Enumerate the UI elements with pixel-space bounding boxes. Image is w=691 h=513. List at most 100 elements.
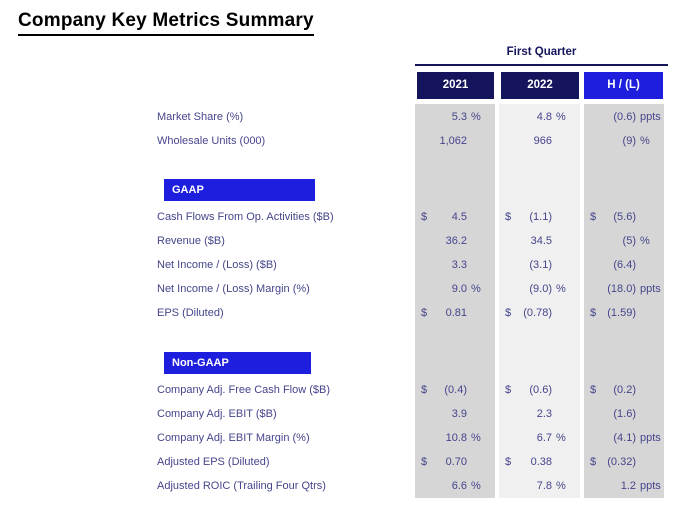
cell-value: (6.4) bbox=[613, 259, 636, 271]
cell-2021: 10.8 % bbox=[415, 426, 495, 450]
section-label-non-gaap: Non-GAAP bbox=[164, 352, 311, 374]
cell-2022: 2.3 bbox=[499, 402, 580, 426]
row-label: Company Adj. Free Cash Flow ($B) bbox=[157, 384, 331, 396]
cell-2022: 4.8 % bbox=[499, 105, 580, 129]
cell-hl: (1.6) bbox=[584, 402, 664, 426]
cell-value: (0.32) bbox=[607, 456, 636, 468]
cell-hl: (18.0) ppts bbox=[584, 277, 664, 301]
row-label: EPS (Diluted) bbox=[157, 307, 224, 319]
cell-unit: % bbox=[556, 480, 566, 492]
cell-hl: $ (1.59) bbox=[584, 301, 664, 325]
dollar-sign: $ bbox=[590, 211, 597, 223]
cell-value: 4.5 bbox=[451, 211, 467, 223]
cell-unit: % bbox=[556, 432, 566, 444]
table-row: Wholesale Units (000) 1,062 966 (9) % bbox=[157, 129, 668, 153]
cell-hl: (4.1) ppts bbox=[584, 426, 664, 450]
cell-unit: % bbox=[471, 111, 481, 123]
cell-2021: $ 4.5 bbox=[415, 205, 495, 229]
cell-unit: ppts bbox=[640, 111, 661, 123]
cell-value: (0.6) bbox=[613, 111, 636, 123]
dollar-sign: $ bbox=[421, 456, 428, 468]
cell-value: 10.8 bbox=[445, 432, 467, 444]
cell-hl: $ (0.32) bbox=[584, 450, 664, 474]
cell-value: (0.2) bbox=[613, 384, 636, 396]
dollar-sign: $ bbox=[590, 456, 597, 468]
cell-value: (1.1) bbox=[529, 211, 552, 223]
table-row: Revenue ($B) 36.2 34.5 (5) % bbox=[157, 229, 668, 253]
row-label: Net Income / (Loss) ($B) bbox=[157, 259, 277, 271]
row-label: Market Share (%) bbox=[157, 111, 244, 123]
cell-2021: 6.6 % bbox=[415, 474, 495, 498]
column-header-2022: 2022 bbox=[501, 72, 579, 99]
row-label: Company Adj. EBIT Margin (%) bbox=[157, 432, 310, 444]
cell-2021: 5.3 % bbox=[415, 105, 495, 129]
cell-2022: $ (0.6) bbox=[499, 378, 580, 402]
cell-unit: % bbox=[640, 135, 650, 147]
cell-unit: % bbox=[556, 111, 566, 123]
cell-2021: 1,062 bbox=[415, 129, 495, 153]
cell-value: (9) bbox=[622, 135, 636, 147]
row-label: Company Adj. EBIT ($B) bbox=[157, 408, 277, 420]
table-row: Market Share (%) 5.3 % 4.8 % (0.6) ppts bbox=[157, 105, 668, 129]
cell-2022: (9.0) % bbox=[499, 277, 580, 301]
dollar-sign: $ bbox=[505, 307, 512, 319]
section-label-gaap: GAAP bbox=[164, 179, 315, 201]
cell-value: (1.6) bbox=[613, 408, 636, 420]
column-2022-background bbox=[499, 104, 580, 498]
table-row: Net Income / (Loss) Margin (%) 9.0 % (9.… bbox=[157, 277, 668, 301]
cell-2021: 3.9 bbox=[415, 402, 495, 426]
cell-value: 9.0 bbox=[451, 283, 467, 295]
cell-2021: 9.0 % bbox=[415, 277, 495, 301]
cell-unit: % bbox=[471, 283, 481, 295]
cell-2022: $ (0.78) bbox=[499, 301, 580, 325]
cell-value: 966 bbox=[533, 135, 552, 147]
cell-hl: $ (0.2) bbox=[584, 378, 664, 402]
row-label: Adjusted ROIC (Trailing Four Qtrs) bbox=[157, 480, 326, 492]
cell-value: 1.2 bbox=[620, 480, 636, 492]
dollar-sign: $ bbox=[505, 384, 512, 396]
cell-hl: (5) % bbox=[584, 229, 664, 253]
column-header-2021: 2021 bbox=[417, 72, 494, 99]
cell-value: (0.6) bbox=[529, 384, 552, 396]
column-2021-background bbox=[415, 104, 495, 498]
cell-value: (9.0) bbox=[529, 283, 552, 295]
row-label: Net Income / (Loss) Margin (%) bbox=[157, 283, 310, 295]
cell-value: (5) bbox=[622, 235, 636, 247]
dollar-sign: $ bbox=[421, 307, 428, 319]
cell-hl: (9) % bbox=[584, 129, 664, 153]
cell-unit: ppts bbox=[640, 283, 661, 295]
cell-unit: % bbox=[556, 283, 566, 295]
cell-2021: $ 0.70 bbox=[415, 450, 495, 474]
dollar-sign: $ bbox=[505, 456, 512, 468]
cell-value: 5.3 bbox=[451, 111, 467, 123]
table-row: Adjusted ROIC (Trailing Four Qtrs) 6.6 %… bbox=[157, 474, 668, 498]
cell-2022: (3.1) bbox=[499, 253, 580, 277]
cell-value: (5.6) bbox=[613, 211, 636, 223]
cell-unit: % bbox=[471, 480, 481, 492]
row-label: Cash Flows From Op. Activities ($B) bbox=[157, 211, 334, 223]
cell-value: (1.59) bbox=[607, 307, 636, 319]
cell-value: (3.1) bbox=[529, 259, 552, 271]
row-label: Adjusted EPS (Diluted) bbox=[157, 456, 270, 468]
dollar-sign: $ bbox=[590, 384, 597, 396]
cell-2022: 966 bbox=[499, 129, 580, 153]
row-label: Revenue ($B) bbox=[157, 235, 225, 247]
cell-hl: 1.2 ppts bbox=[584, 474, 664, 498]
cell-value: 0.38 bbox=[530, 456, 552, 468]
cell-value: 3.3 bbox=[451, 259, 467, 271]
cell-hl: (6.4) bbox=[584, 253, 664, 277]
cell-unit: % bbox=[640, 235, 650, 247]
dollar-sign: $ bbox=[505, 211, 512, 223]
column-hl-background bbox=[584, 104, 664, 498]
cell-unit: ppts bbox=[640, 480, 661, 492]
cell-2021: $ 0.81 bbox=[415, 301, 495, 325]
cell-hl: $ (5.6) bbox=[584, 205, 664, 229]
column-header-hl: H / (L) bbox=[584, 72, 663, 99]
table-row: Adjusted EPS (Diluted) $ 0.70 $ 0.38 $ (… bbox=[157, 450, 668, 474]
table-row: Cash Flows From Op. Activities ($B) $ 4.… bbox=[157, 205, 668, 229]
cell-value: 1,062 bbox=[439, 135, 467, 147]
cell-value: 3.9 bbox=[451, 408, 467, 420]
cell-value: (4.1) bbox=[613, 432, 636, 444]
cell-value: 6.7 bbox=[536, 432, 552, 444]
